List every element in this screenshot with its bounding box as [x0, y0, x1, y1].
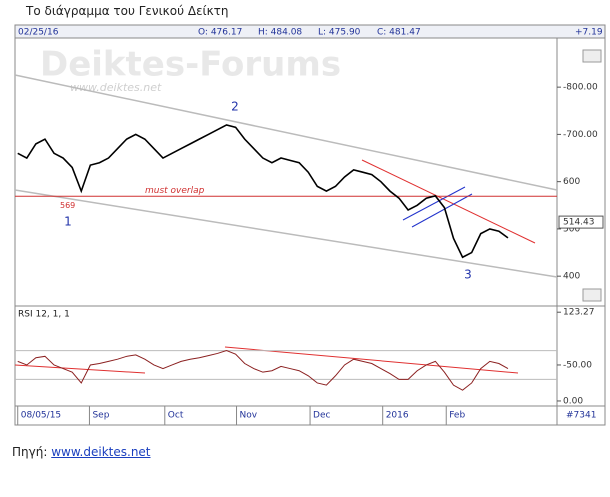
source-label: Πηγή: — [12, 445, 48, 459]
y-tick-label: 600 — [563, 177, 580, 187]
overlap-label: must overlap — [145, 186, 205, 196]
x-tick-label: 2016 — [386, 411, 409, 421]
caption: Το διάγραμμα του Γενικού Δείκτη — [26, 4, 229, 18]
source: Πηγή: www.deiktes.net — [12, 445, 151, 459]
y-tick-label: 123.27 — [563, 308, 595, 318]
channel-line — [14, 74, 558, 191]
y-tick-label: -700.00 — [563, 130, 598, 140]
chart: 02/25/16 O: 476.17 H: 484.08 L: 475.90 C… — [14, 24, 606, 426]
x-tick-label: Dec — [313, 411, 330, 421]
source-link[interactable]: www.deiktes.net — [51, 445, 151, 459]
x-tick-label: Oct — [168, 411, 184, 421]
ohlc: O: 476.17 — [198, 28, 242, 38]
price-marker-label: 514.43 — [563, 218, 595, 228]
x-tick-label: Feb — [449, 411, 465, 421]
watermark: Deiktes-Forums — [40, 45, 341, 85]
x-tick-label: Nov — [240, 411, 258, 421]
price-marker — [558, 215, 604, 229]
change: +7.19 — [575, 28, 603, 38]
y-tick-label: -50.00 — [563, 360, 592, 370]
ohlc: H: 484.08 — [258, 28, 302, 38]
ohlc: L: 475.90 — [318, 28, 361, 38]
icon — [582, 288, 602, 302]
wave-label: 2 — [231, 100, 239, 114]
y-tick-label: 400 — [563, 272, 580, 282]
rsi-trend-line — [224, 346, 519, 374]
trend-line — [402, 186, 466, 221]
record-count: #7341 — [566, 411, 596, 421]
wave-label: 3 — [464, 268, 472, 282]
y-tick-label: 500 — [563, 224, 580, 234]
trend-line — [411, 193, 473, 228]
watermark-url: www.deiktes.net — [70, 81, 162, 94]
header-bar — [14, 24, 606, 39]
date: 02/25/16 — [18, 28, 59, 38]
channel-line — [14, 189, 558, 278]
y-tick-label: -800.00 — [563, 83, 598, 93]
trend-line — [361, 159, 536, 244]
data-line — [17, 124, 509, 259]
rsi-title: RSI 12, 1, 1 — [18, 310, 70, 320]
icon — [582, 49, 602, 63]
rsi-trend-line — [14, 364, 146, 374]
wave-label: 1 — [64, 215, 72, 229]
y-tick-label: 0.00 — [563, 396, 583, 406]
ohlc: C: 481.47 — [377, 28, 421, 38]
data-line — [17, 350, 509, 391]
chart-frame — [14, 24, 606, 426]
x-tick-label: 08/05/15 — [21, 411, 61, 421]
x-tick-label: Sep — [92, 411, 109, 421]
overlap-value: 569 — [60, 201, 75, 210]
